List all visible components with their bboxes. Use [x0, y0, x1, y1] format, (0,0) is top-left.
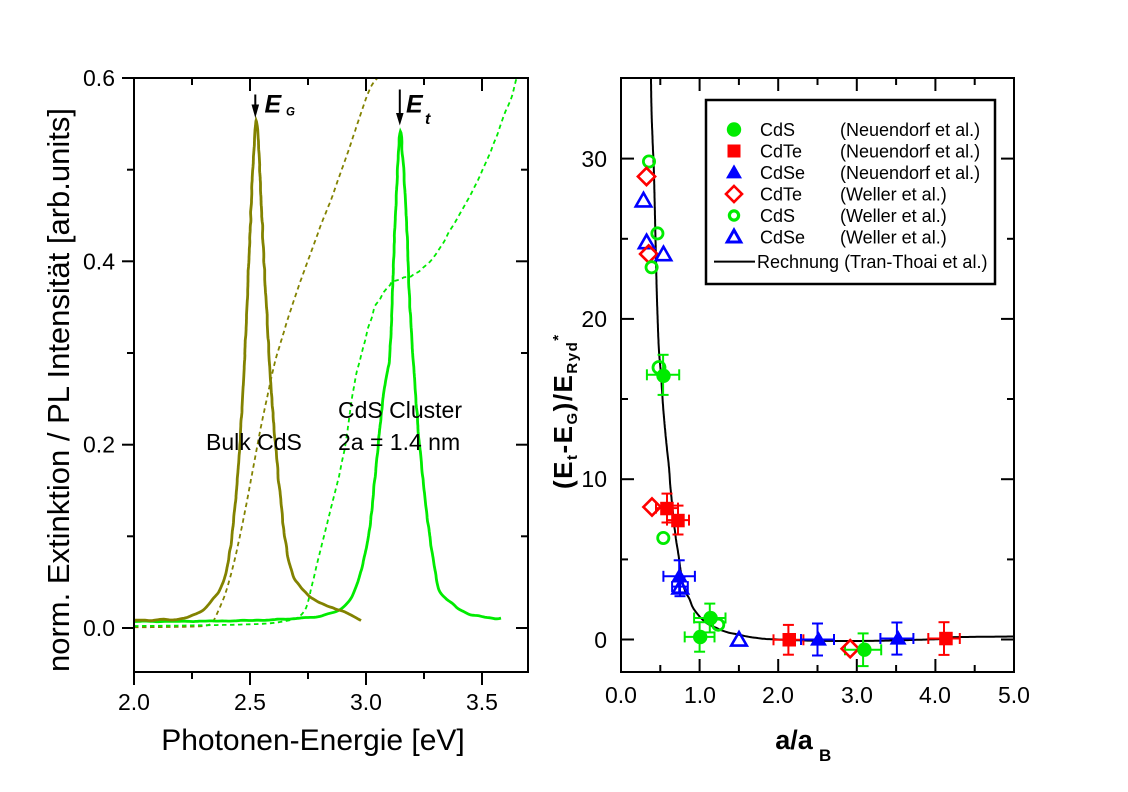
svg-text:4.0: 4.0	[919, 682, 951, 708]
svg-text:norm. Extinktion / PL Intensit: norm. Extinktion / PL Intensität [arb.un…	[41, 108, 76, 672]
svg-text:1.0: 1.0	[684, 682, 716, 708]
svg-text:30: 30	[581, 146, 607, 172]
svg-text:t: t	[425, 111, 431, 128]
svg-text:2.0: 2.0	[118, 689, 150, 715]
svg-text:0.2: 0.2	[83, 432, 115, 458]
svg-text:CdS: CdS	[760, 206, 795, 226]
svg-text:(Neuendorf et al.): (Neuendorf et al.)	[840, 163, 980, 183]
svg-text:0.6: 0.6	[83, 65, 115, 91]
svg-text:3.0: 3.0	[841, 682, 873, 708]
svg-text:CdTe: CdTe	[760, 142, 802, 162]
svg-text:0: 0	[594, 627, 607, 653]
svg-text:Rechnung (Tran-Thoai et al.): Rechnung (Tran-Thoai et al.)	[757, 252, 987, 272]
svg-text:CdS Cluster: CdS Cluster	[338, 397, 462, 423]
svg-text:B: B	[819, 746, 831, 765]
svg-text:a/a: a/a	[775, 725, 814, 755]
svg-text:CdSe: CdSe	[760, 163, 805, 183]
svg-text:(Neuendorf et al.): (Neuendorf et al.)	[840, 142, 980, 162]
svg-text:2a = 1.4 nm: 2a = 1.4 nm	[338, 429, 460, 455]
svg-text:E: E	[265, 91, 283, 119]
svg-text:20: 20	[581, 306, 607, 332]
svg-text:(Neuendorf et al.): (Neuendorf et al.)	[840, 120, 980, 140]
svg-text:Photonen-Energie [eV]: Photonen-Energie [eV]	[161, 724, 465, 757]
svg-text:CdTe: CdTe	[760, 185, 802, 205]
svg-text:3.0: 3.0	[350, 689, 382, 715]
svg-text:5.0: 5.0	[998, 682, 1030, 708]
svg-text:(Weller et al.): (Weller et al.)	[840, 185, 947, 205]
svg-text:2.0: 2.0	[762, 682, 794, 708]
svg-text:CdSe: CdSe	[760, 228, 805, 248]
svg-text:0.4: 0.4	[83, 248, 115, 274]
svg-text:(Weller et al.): (Weller et al.)	[840, 206, 947, 226]
svg-text:2.5: 2.5	[234, 689, 266, 715]
svg-text:Bulk CdS: Bulk CdS	[206, 429, 302, 455]
svg-text:0.0: 0.0	[605, 682, 637, 708]
svg-text:3.5: 3.5	[466, 689, 498, 715]
svg-text:0.0: 0.0	[83, 615, 115, 641]
svg-text:(Weller et al.): (Weller et al.)	[840, 228, 947, 248]
svg-text:G: G	[286, 107, 295, 119]
svg-text:10: 10	[581, 466, 607, 492]
svg-text:CdS: CdS	[760, 120, 795, 140]
svg-text:E: E	[406, 91, 424, 119]
